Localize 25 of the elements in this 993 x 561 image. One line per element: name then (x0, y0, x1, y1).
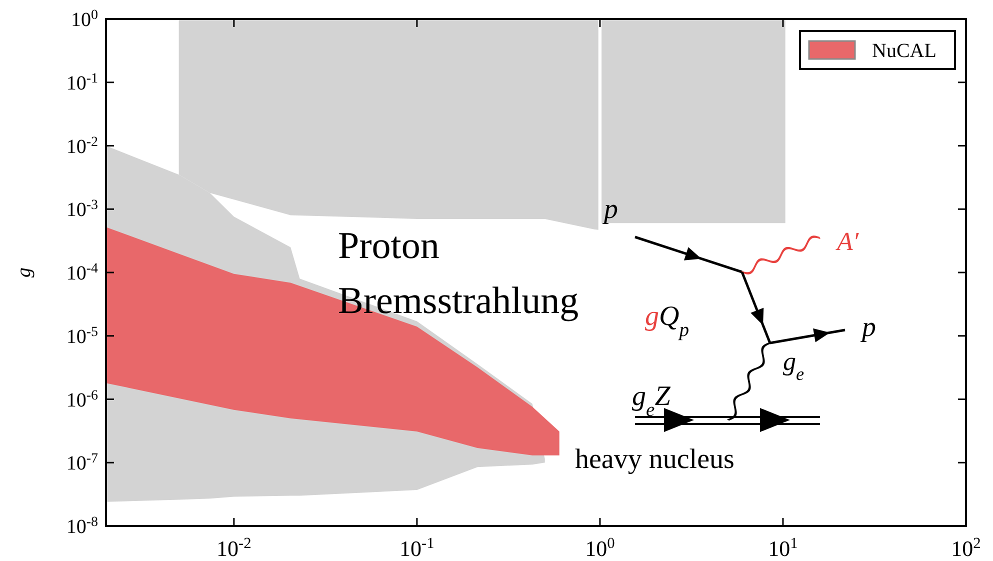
y-tick-label: 10$^{-2}$ (66, 134, 98, 158)
annotation: gQ$_{p}$ (645, 301, 690, 340)
annotation: g$_{e}$ (783, 347, 804, 384)
annotation: A′ (835, 227, 859, 256)
y-tick-label: 10$^{-5}$ (66, 324, 98, 348)
x-tick-label: 10$^{1}$ (768, 534, 798, 561)
annotation: heavy nucleus (575, 444, 734, 475)
x-tick-label: 10$^{-1}$ (400, 534, 434, 561)
y-tick-label: 10$^{-3}$ (66, 198, 98, 222)
annotation: p (602, 194, 618, 225)
y-tick-label: 10$^{-6}$ (66, 388, 98, 412)
y-axis-title: g (13, 268, 35, 278)
annotation: p (860, 312, 876, 343)
y-tick-label: 10$^{0}$ (71, 8, 98, 31)
y-tick-label: 10$^{-4}$ (66, 261, 98, 284)
x-tick-label: 10$^{-2}$ (216, 534, 252, 561)
legend-label: NuCAL (872, 40, 936, 62)
x-tick-label: 10$^{2}$ (951, 534, 981, 561)
y-tick-label: 10$^{-1}$ (66, 70, 98, 94)
annotation: g$_{e}$Z (632, 381, 671, 420)
annotation: Bremsstrahlung (338, 280, 579, 322)
y-tick-label: 10$^{-7}$ (66, 451, 98, 475)
x-tick-label: 10$^{0}$ (585, 534, 616, 561)
annotation: Proton (338, 225, 440, 267)
y-tick-label: 10$^{-8}$ (66, 514, 98, 538)
